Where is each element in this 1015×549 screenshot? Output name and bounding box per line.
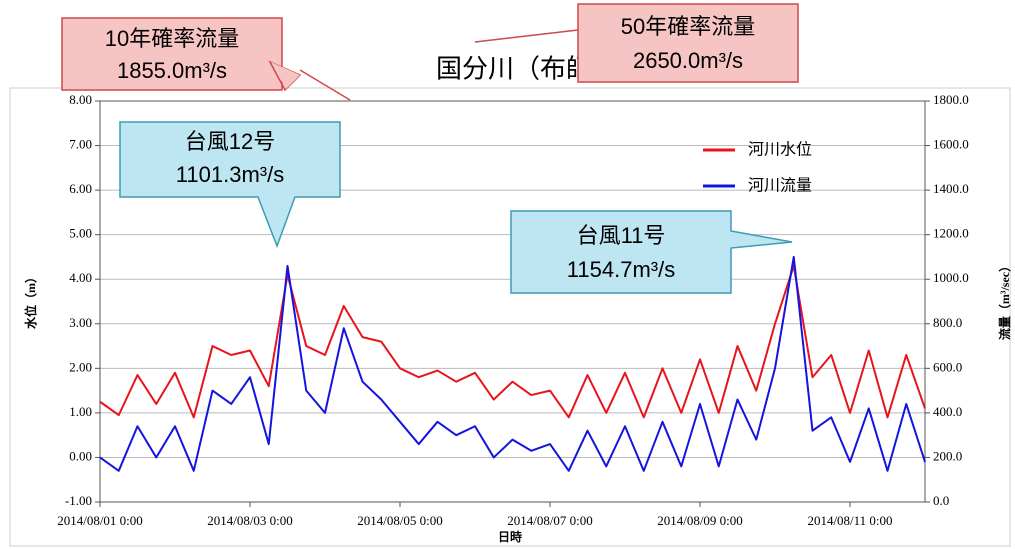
y2-tick-label: 1200.0 [933,226,969,241]
callout-pointer [299,69,351,101]
legend-label: 河川水位 [748,140,812,159]
callout-box [119,121,341,249]
x-axis-label: 日時 [498,529,522,544]
y-tick-label: 6.00 [69,181,92,196]
callout-box [271,62,300,89]
y-tick-label: 4.00 [69,270,92,285]
y2-tick-label: 1400.0 [933,181,969,196]
y-tick-label: 2.00 [69,359,92,374]
plot: -1.00 0.00 1.00 2.00 3.00 4.00 5.00 6.00 7.00 8.0… [57,92,969,528]
series-line [99,255,926,472]
plot-border [99,100,926,503]
callout-text: 10年確率流量 [105,26,239,51]
y-tick-label: 0.00 [69,448,92,463]
callout-text: 台風12号 [185,129,275,154]
chart-frame [9,87,1011,547]
y-tick-label: 3.00 [69,315,92,330]
callout-box [577,3,799,83]
y2-tick-label: 400.0 [933,404,962,419]
callout-text: 50年確率流量 [621,14,755,39]
x-tick-label: 2014/08/01 0:00 [57,513,143,528]
y-tick-label: 1.00 [69,404,92,419]
y2-tick-label: 1000.0 [933,270,969,285]
y-tick-label: 8.00 [69,92,92,107]
y-tick-label: 5.00 [69,226,92,241]
callout: 10年確率流量 1855.0m³/s [61,17,351,101]
y2-tick-label: 600.0 [933,359,962,374]
y-tick-label: 7.00 [69,137,92,152]
callout: 台風11号 1154.7m³/s [510,210,793,294]
y2-tick-label: 1800.0 [933,92,969,107]
callout-pointer [474,29,579,43]
callout-text: 1154.7m³/s [567,257,675,282]
y2-tick-label: 1600.0 [933,137,969,152]
y2-tick-label: 200.0 [933,448,962,463]
callout-box [510,210,793,294]
y2-tick-label: 800.0 [933,315,962,330]
callout-text: 台風11号 [577,223,666,248]
x-tick-label: 2014/08/11 0:00 [807,513,892,528]
x-tick-label: 2014/08/05 0:00 [357,513,443,528]
y2-tick-label: 0.0 [933,493,949,508]
y2-axis-label: 流量（m³/sec） [997,260,1012,340]
callout-text: 1101.3m³/s [176,162,284,187]
legend-label: 河川流量 [748,176,812,195]
series-line [99,264,926,419]
callout: 50年確率流量 2650.0m³/s [474,3,799,83]
x-tick-label: 2014/08/07 0:00 [507,513,593,528]
callout: 台風12号 1101.3m³/s [119,121,341,249]
y-tick-label: -1.00 [65,493,92,508]
x-tick-label: 2014/08/09 0:00 [657,513,743,528]
callout-text: 1855.0m³/s [117,58,227,83]
x-tick-label: 2014/08/03 0:00 [207,513,293,528]
callout-text: 2650.0m³/s [633,48,743,73]
y-axis-label: 水位（m） [23,271,38,329]
